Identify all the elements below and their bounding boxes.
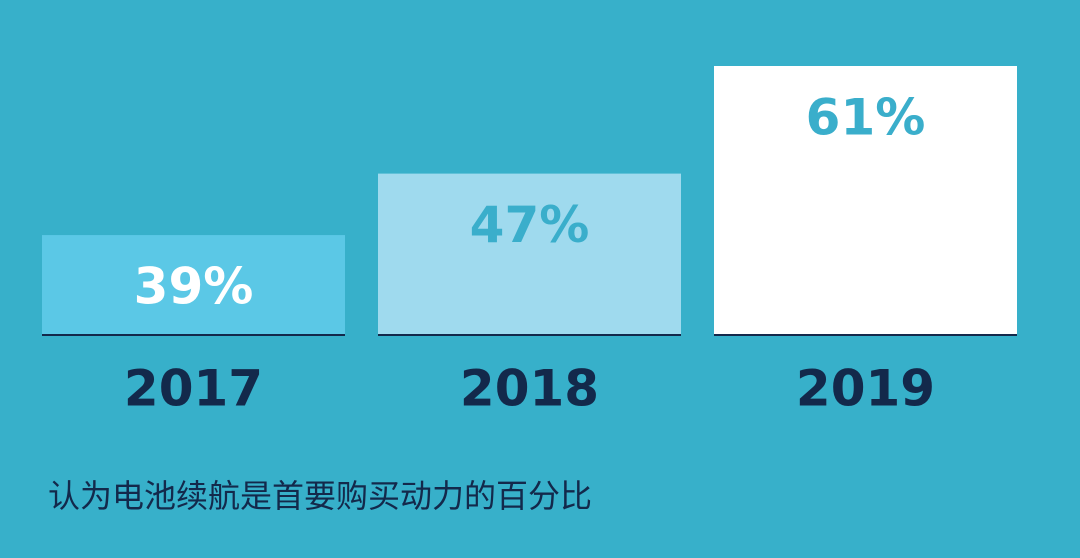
x-tick-label: 2019 — [796, 360, 935, 418]
value-label: 47% — [470, 196, 590, 254]
bar — [714, 66, 1017, 335]
value-label: 61% — [806, 89, 926, 147]
x-tick-label: 2017 — [124, 360, 263, 418]
bar — [42, 235, 345, 335]
caption: 认为电池续航是首要购买动力的百分比 — [48, 477, 592, 515]
x-tick-label: 2018 — [460, 360, 599, 418]
value-label: 39% — [134, 258, 254, 316]
bar — [378, 173, 681, 335]
